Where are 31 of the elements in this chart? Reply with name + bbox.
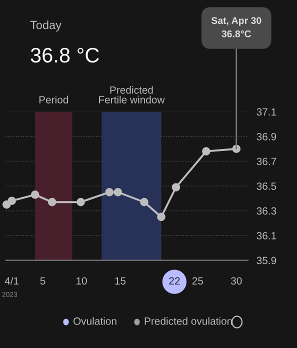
x-tick-label: 15 bbox=[115, 277, 126, 285]
y-tick-label: 36.3 bbox=[256, 207, 276, 215]
y-tick-label: 37.1 bbox=[256, 108, 276, 116]
point bbox=[140, 198, 148, 206]
y-tick-label: 36.7 bbox=[256, 158, 276, 166]
band-label: Period bbox=[39, 96, 68, 104]
point bbox=[202, 147, 210, 156]
y-tick-label: 35.9 bbox=[256, 256, 276, 264]
point bbox=[172, 183, 180, 192]
x-tick-label: 5 bbox=[40, 277, 46, 285]
band-label: Predicted Fertile window bbox=[99, 86, 165, 104]
point bbox=[30, 190, 40, 199]
x-tick-label: 4/1 bbox=[4, 276, 19, 285]
chart-title: Today bbox=[30, 20, 62, 32]
chart-subtitle: 36.8 °C bbox=[30, 48, 99, 63]
x-tick-label: 22 bbox=[169, 277, 180, 285]
y-tick-label: 36.5 bbox=[256, 182, 276, 190]
y-tick-label: 36.1 bbox=[256, 232, 276, 240]
y-tick-label: 36.9 bbox=[256, 132, 276, 140]
text: Ovulation bbox=[73, 317, 116, 325]
annotation: Sat, Apr 30 36.8°C bbox=[211, 17, 262, 38]
point bbox=[48, 198, 56, 206]
point bbox=[157, 212, 166, 222]
x-tick-label: 25 bbox=[192, 277, 204, 285]
x-tick-label: 10 bbox=[76, 277, 87, 285]
text: Predicted ovulation bbox=[144, 317, 232, 325]
point bbox=[76, 198, 85, 206]
x-tick-label: 30 bbox=[230, 277, 242, 285]
point bbox=[114, 188, 122, 196]
point bbox=[105, 188, 114, 196]
point bbox=[8, 196, 16, 206]
